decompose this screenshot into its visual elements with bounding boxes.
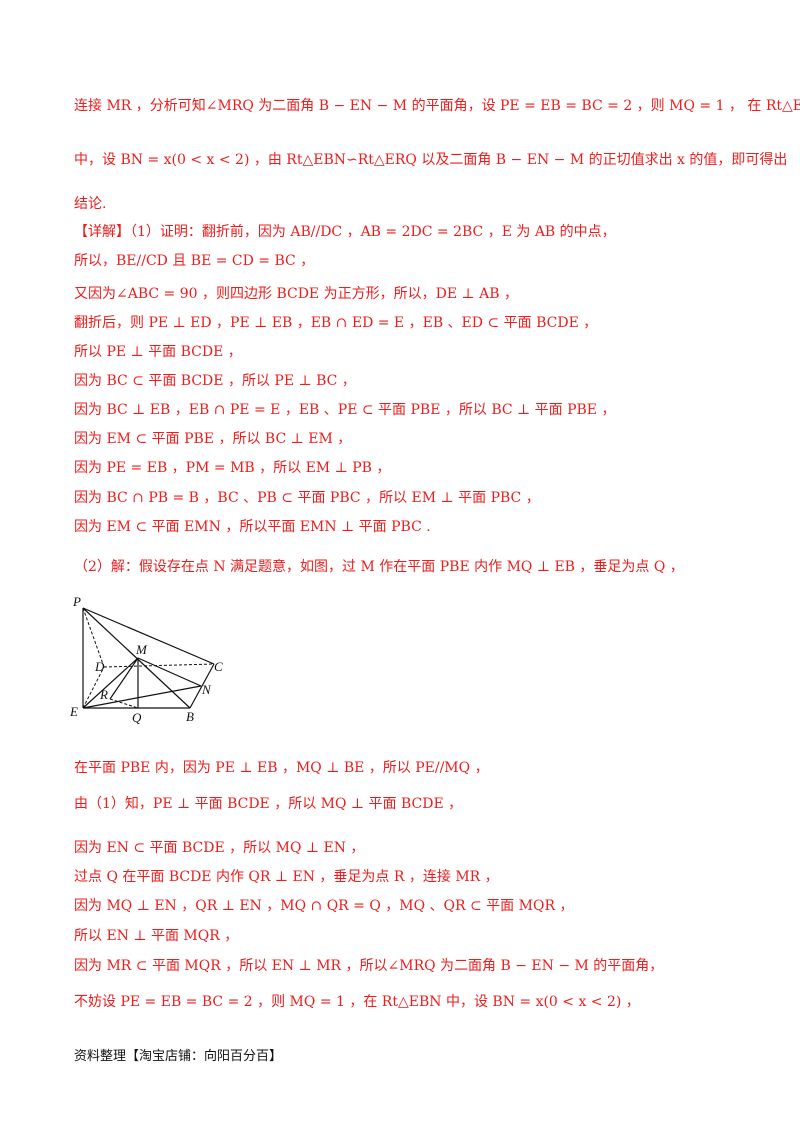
text-line-15: （2）解：假设存在点 N 满足题意，如图，过 M 作在平面 PBE 内作 MQ … (74, 559, 684, 575)
text-line-14: 因为 EM ⊂ 平面 EMN ，所以平面 EMN ⊥ 平面 PBC . (74, 519, 431, 535)
text-line-9: 因为 BC ⊂ 平面 BCDE ，所以 PE ⊥ BC ， (74, 373, 356, 389)
text-line-11: 因为 EM ⊂ 平面 PBE ，所以 BC ⊥ EM ， (74, 431, 352, 447)
text-line-16: 在平面 PBE 内，因为 PE ⊥ EB ，MQ ⊥ BE ，所以 PE//MQ… (74, 760, 489, 776)
label-E: E (70, 704, 78, 719)
label-N: N (201, 682, 212, 697)
label-D: D (94, 659, 105, 674)
label-C: C (214, 659, 223, 674)
text-line-17: 由（1）知，PE ⊥ 平面 BCDE ，所以 MQ ⊥ 平面 BCDE ， (74, 796, 463, 812)
text-line-5: 所以，BE//CD 且 BE = CD = BC ， (74, 253, 315, 269)
text-line-13: 因为 BC ∩ PB = B ，BC 、PB ⊂ 平面 PBC ，所以 EM ⊥… (74, 490, 540, 506)
geometry-figure: P D M C N R E Q B (69, 594, 230, 725)
text-line-20: 因为 MQ ⊥ EN ，QR ⊥ EN ，MQ ∩ QR = Q ，MQ 、QR… (74, 898, 574, 914)
text-line-22: 因为 MR ⊂ 平面 MQR ，所以 EN ⊥ MR ，所以∠MRQ 为二面角 … (74, 958, 664, 974)
text-line-12: 因为 PE = EB ，PM = MB ，所以 EM ⊥ PB ， (74, 460, 391, 476)
text-line-19: 过点 Q 在平面 BCDE 内作 QR ⊥ EN ，垂足为点 R ，连接 MR … (74, 869, 499, 885)
label-P: P (72, 594, 81, 609)
text-line-3: 结论. (74, 196, 107, 212)
text-line-1: 连接 MR ，分析可知∠MRQ 为二面角 B − EN − M 的平面角，设 P… (74, 98, 800, 114)
text-line-7: 翻折后，则 PE ⊥ ED ，PE ⊥ EB ，EB ∩ ED = E ，EB … (74, 315, 598, 331)
text-line-2: 中，设 BN = x(0 < x < 2) ，由 Rt△EBN∽Rt△ERQ 以… (74, 152, 788, 168)
text-line-10: 因为 BC ⊥ EB ，EB ∩ PE = E ，EB 、PE ⊂ 平面 PBE… (74, 402, 616, 418)
text-line-6: 又因为∠ABC = 90 ，则四边形 BCDE 为正方形，所以，DE ⊥ AB … (74, 286, 518, 302)
label-Q: Q (132, 710, 142, 724)
text-line-23: 不妨设 PE = EB = BC = 2 ，则 MQ = 1 ，在 Rt△EBN… (74, 994, 640, 1010)
pyramid-diagram: P D M C N R E Q B (69, 594, 223, 725)
text-line-18: 因为 EN ⊂ 平面 BCDE ，所以 MQ ⊥ EN ， (74, 840, 365, 856)
label-R: R (99, 687, 108, 702)
label-M: M (135, 642, 148, 657)
footer-source: 资料整理【淘宝店铺：向阳百分百】 (74, 1049, 283, 1064)
text-line-4: 【详解】（1）证明：翻折前，因为 AB//DC ，AB = 2DC = 2BC … (74, 224, 616, 240)
text-line-21: 所以 EN ⊥ 平面 MQR ， (74, 928, 239, 944)
text-line-8: 所以 PE ⊥ 平面 BCDE ， (74, 344, 242, 360)
label-B: B (186, 709, 194, 724)
